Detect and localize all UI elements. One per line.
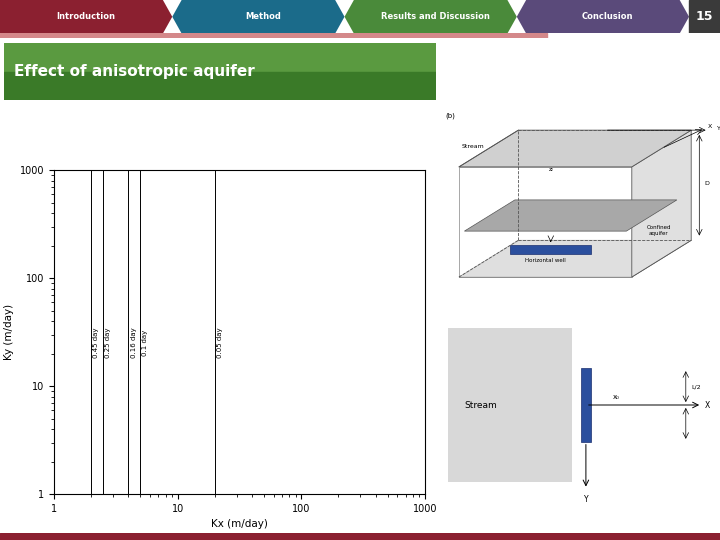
Text: Y: Y xyxy=(584,495,588,504)
Text: Results and Discussion: Results and Discussion xyxy=(381,12,490,21)
Polygon shape xyxy=(689,0,720,33)
Polygon shape xyxy=(172,0,344,33)
Text: X: X xyxy=(705,401,710,409)
Bar xyxy=(448,328,572,482)
Text: Confined
aquifer: Confined aquifer xyxy=(647,225,671,236)
Text: z₂: z₂ xyxy=(549,166,553,172)
Polygon shape xyxy=(0,33,446,38)
Polygon shape xyxy=(464,200,677,231)
Polygon shape xyxy=(459,167,632,277)
Text: 0.1 day: 0.1 day xyxy=(143,330,148,356)
Polygon shape xyxy=(632,130,691,277)
Polygon shape xyxy=(459,130,691,167)
Y-axis label: Ky (m/day): Ky (m/day) xyxy=(4,304,14,360)
Text: 0.05 day: 0.05 day xyxy=(217,328,223,359)
Text: Y: Y xyxy=(717,126,720,131)
Polygon shape xyxy=(4,72,436,100)
Polygon shape xyxy=(0,0,172,33)
Polygon shape xyxy=(517,0,689,33)
Text: Conclusion: Conclusion xyxy=(582,12,634,21)
Text: D: D xyxy=(705,181,710,186)
Bar xyxy=(510,245,591,254)
Bar xyxy=(580,368,591,442)
Polygon shape xyxy=(459,240,691,277)
Text: Introduction: Introduction xyxy=(57,12,116,21)
Text: x₀: x₀ xyxy=(613,395,620,401)
Polygon shape xyxy=(446,33,547,38)
Polygon shape xyxy=(344,0,517,33)
Polygon shape xyxy=(0,533,720,540)
Polygon shape xyxy=(4,43,436,72)
Text: Horizontal well: Horizontal well xyxy=(525,258,566,264)
Text: Method: Method xyxy=(245,12,281,21)
X-axis label: Kx (m/day): Kx (m/day) xyxy=(211,519,268,529)
Text: Stream: Stream xyxy=(464,401,497,409)
Text: 0.45 day: 0.45 day xyxy=(94,328,99,359)
Text: 0.25 day: 0.25 day xyxy=(105,328,112,359)
Text: 0.16 day: 0.16 day xyxy=(130,328,137,359)
Text: (b): (b) xyxy=(446,112,455,119)
Text: 15: 15 xyxy=(696,10,714,23)
Text: L/2: L/2 xyxy=(691,384,701,389)
Text: Effect of anisotropic aquifer: Effect of anisotropic aquifer xyxy=(14,64,255,79)
Text: Stream: Stream xyxy=(462,145,485,150)
Text: X: X xyxy=(707,124,711,129)
